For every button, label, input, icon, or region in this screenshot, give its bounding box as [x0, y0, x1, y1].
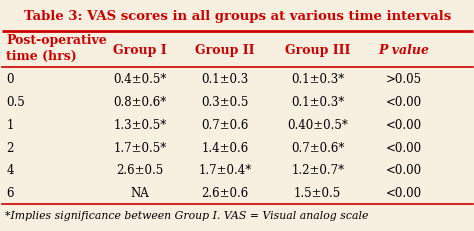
Text: 1: 1 [6, 118, 14, 131]
Text: 1.3±0.5*: 1.3±0.5* [113, 118, 167, 131]
Text: 2.6±0.5: 2.6±0.5 [117, 164, 164, 176]
Text: 0.8±0.6*: 0.8±0.6* [113, 96, 167, 109]
Text: 0.4±0.5*: 0.4±0.5* [113, 73, 167, 86]
Text: NA: NA [131, 186, 149, 199]
Text: >0.05: >0.05 [385, 73, 422, 86]
Text: <0.00: <0.00 [385, 96, 422, 109]
Text: *Implies significance between Group I. VAS = Visual analog scale: *Implies significance between Group I. V… [5, 210, 368, 220]
Text: Post-operative
time (hrs): Post-operative time (hrs) [6, 33, 107, 62]
Text: <0.00: <0.00 [385, 141, 422, 154]
Text: 0.1±0.3: 0.1±0.3 [201, 73, 248, 86]
Text: 0: 0 [6, 73, 14, 86]
Text: 1.7±0.4*: 1.7±0.4* [198, 164, 251, 176]
Text: P value: P value [378, 44, 429, 57]
Text: Table 3: VAS scores in all groups at various time intervals: Table 3: VAS scores in all groups at var… [24, 10, 451, 23]
Text: 0.40±0.5*: 0.40±0.5* [287, 118, 348, 131]
Text: <0.00: <0.00 [385, 164, 422, 176]
Text: 2: 2 [6, 141, 14, 154]
Text: 1.5±0.5: 1.5±0.5 [294, 186, 341, 199]
Text: 0.1±0.3*: 0.1±0.3* [291, 96, 344, 109]
Text: 0.1±0.3*: 0.1±0.3* [291, 73, 344, 86]
Text: <0.00: <0.00 [385, 118, 422, 131]
Text: 0.7±0.6*: 0.7±0.6* [291, 141, 345, 154]
Text: Group III: Group III [285, 44, 350, 57]
Text: 0.5: 0.5 [6, 96, 25, 109]
Text: 1.2±0.7*: 1.2±0.7* [291, 164, 344, 176]
Text: 1.7±0.5*: 1.7±0.5* [113, 141, 167, 154]
Text: 0.3±0.5: 0.3±0.5 [201, 96, 248, 109]
Text: 1.4±0.6: 1.4±0.6 [201, 141, 248, 154]
Text: 4: 4 [6, 164, 14, 176]
Text: 6: 6 [6, 186, 14, 199]
Text: 0.7±0.6: 0.7±0.6 [201, 118, 248, 131]
Text: Group II: Group II [195, 44, 255, 57]
Text: 2.6±0.6: 2.6±0.6 [201, 186, 248, 199]
Text: <0.00: <0.00 [385, 186, 422, 199]
Text: Group I: Group I [113, 44, 167, 57]
